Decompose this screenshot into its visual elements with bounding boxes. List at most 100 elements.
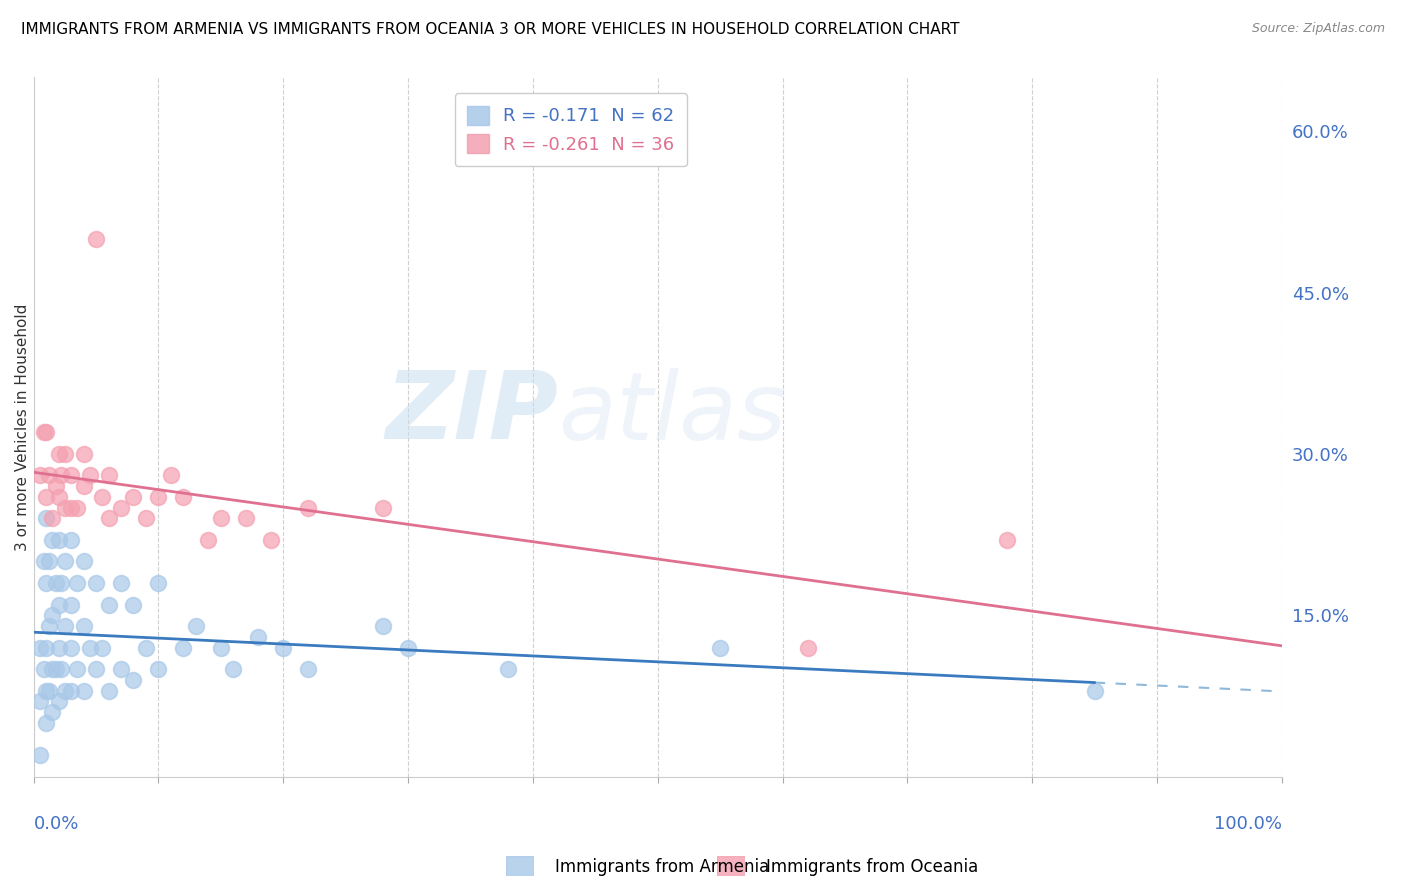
Point (396, 640, 419, 655)
Point (110, 500, 132, 515)
Point (97, 511, 120, 525)
Point (209, 640, 232, 655)
Point (1084, 683, 1107, 698)
Point (97, 468, 120, 483)
Point (72, 683, 94, 698)
Point (709, 640, 731, 655)
Text: Immigrants from Armenia: Immigrants from Armenia (555, 858, 769, 876)
Point (84, 576, 107, 591)
Point (53, 683, 76, 698)
Point (91, 490, 114, 504)
Point (28, 640, 51, 655)
Point (38, 554, 60, 568)
Point (122, 598, 145, 612)
Point (45, 662, 67, 676)
Point (222, 662, 245, 676)
Point (84, 232, 107, 246)
Point (28, 748, 51, 763)
Point (79, 468, 101, 483)
Point (197, 533, 219, 547)
Point (122, 490, 145, 504)
Point (48, 533, 70, 547)
Point (35, 576, 58, 591)
Point (41, 511, 63, 525)
Point (260, 533, 283, 547)
Point (41, 533, 63, 547)
Point (66, 576, 89, 591)
Text: atlas: atlas (558, 368, 786, 458)
Point (45, 576, 67, 591)
Point (48, 490, 70, 504)
Point (110, 662, 132, 676)
Point (122, 673, 145, 687)
Point (53, 500, 76, 515)
Point (32, 662, 55, 676)
Point (35, 511, 58, 525)
Point (53, 619, 76, 633)
Y-axis label: 3 or more Vehicles in Household: 3 or more Vehicles in Household (15, 303, 30, 550)
Point (297, 662, 319, 676)
Point (66, 500, 89, 515)
Point (53, 554, 76, 568)
Point (53, 447, 76, 461)
Point (160, 468, 183, 483)
Point (373, 619, 395, 633)
Point (49, 662, 72, 676)
Point (49, 576, 72, 591)
Point (373, 500, 395, 515)
Point (148, 662, 170, 676)
Point (48, 640, 70, 655)
Point (235, 511, 257, 525)
Point (796, 640, 818, 655)
Point (60, 598, 83, 612)
Point (41, 705, 63, 719)
Text: IMMIGRANTS FROM ARMENIA VS IMMIGRANTS FROM OCEANIA 3 OR MORE VEHICLES IN HOUSEHO: IMMIGRANTS FROM ARMENIA VS IMMIGRANTS FR… (21, 22, 959, 37)
Point (38, 468, 60, 483)
Point (84, 662, 107, 676)
Point (28, 694, 51, 708)
Point (48, 694, 70, 708)
Point (72, 619, 94, 633)
Point (995, 533, 1018, 547)
Text: 0.0%: 0.0% (34, 815, 79, 833)
Point (49, 468, 72, 483)
Point (135, 511, 157, 525)
Point (60, 640, 83, 655)
Point (66, 662, 89, 676)
Point (60, 533, 83, 547)
Point (247, 630, 270, 644)
Point (297, 500, 319, 515)
Point (496, 662, 519, 676)
Point (172, 490, 194, 504)
Point (135, 640, 157, 655)
Legend: R = -0.171  N = 62, R = -0.261  N = 36: R = -0.171 N = 62, R = -0.261 N = 36 (454, 94, 688, 167)
Point (32, 425, 55, 440)
Point (172, 640, 194, 655)
Point (97, 683, 120, 698)
Point (48, 598, 70, 612)
Point (110, 576, 132, 591)
Point (97, 598, 120, 612)
Point (209, 511, 232, 525)
Point (271, 640, 294, 655)
Point (41, 662, 63, 676)
Point (35, 490, 58, 504)
Point (60, 500, 83, 515)
Point (38, 619, 60, 633)
Text: 100.0%: 100.0% (1213, 815, 1282, 833)
Point (79, 640, 101, 655)
Point (38, 683, 60, 698)
Point (148, 490, 170, 504)
Point (72, 447, 94, 461)
Point (28, 468, 51, 483)
Point (72, 554, 94, 568)
Text: Source: ZipAtlas.com: Source: ZipAtlas.com (1251, 22, 1385, 36)
Point (60, 683, 83, 698)
Point (45, 479, 67, 493)
Point (60, 468, 83, 483)
Point (91, 640, 114, 655)
Point (35, 683, 58, 698)
Point (184, 619, 207, 633)
Point (148, 576, 170, 591)
Text: Immigrants from Oceania: Immigrants from Oceania (766, 858, 979, 876)
